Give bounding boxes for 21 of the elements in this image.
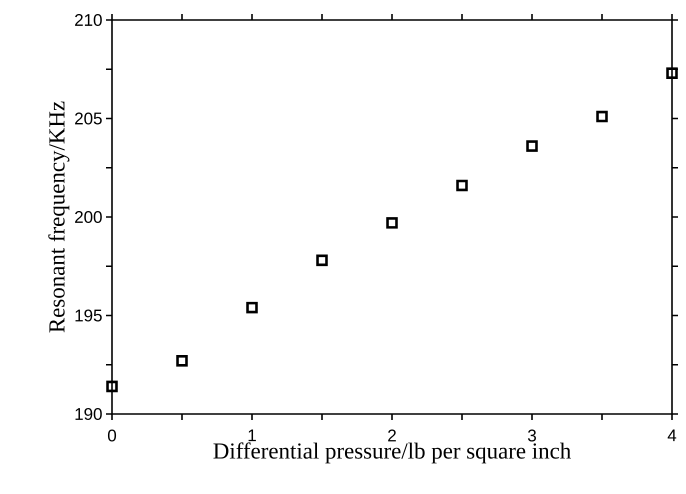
x-tick-label: 0 — [108, 430, 116, 442]
point — [386, 217, 398, 229]
point — [456, 180, 468, 192]
point — [526, 140, 538, 152]
point — [596, 110, 608, 122]
x-tick-label: 1 — [248, 430, 256, 442]
x-tick-label: 3 — [528, 430, 536, 442]
y-axis-title: Resonant frequency/KHz — [48, 102, 70, 332]
y-tick-label: 210 — [75, 14, 102, 26]
point — [246, 302, 258, 314]
x-tick-label: 4 — [668, 430, 676, 442]
x-axis-title: Differential pressure/lb per square inch — [213, 442, 571, 464]
point — [666, 67, 678, 79]
point — [316, 254, 328, 266]
y-tick-label: 205 — [75, 112, 102, 124]
y-tick-label: 195 — [76, 310, 102, 322]
y-tick-label: 190 — [76, 408, 102, 420]
point — [106, 380, 118, 392]
x-tick-label: 2 — [388, 430, 396, 442]
point — [176, 355, 188, 367]
y-tick-label: 200 — [75, 211, 102, 223]
